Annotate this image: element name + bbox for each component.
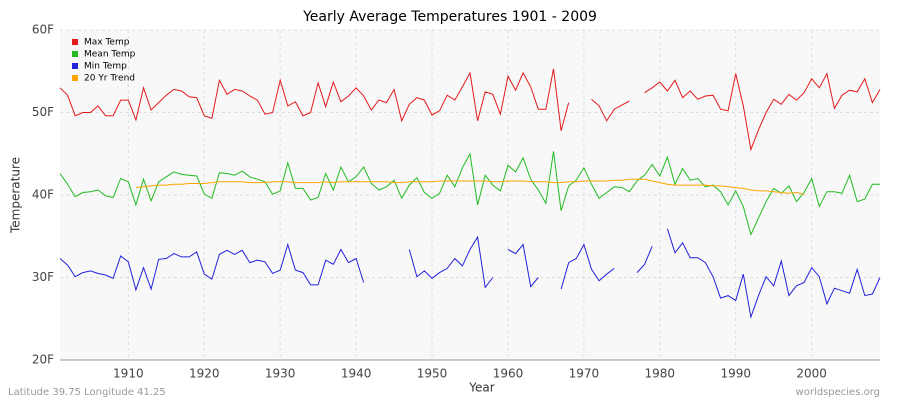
series-line xyxy=(135,178,805,195)
x-tick-label: 2000 xyxy=(796,367,827,381)
chart-title: Yearly Average Temperatures 1901 - 2009 xyxy=(302,9,597,25)
x-tick-label: 1930 xyxy=(265,367,296,381)
footer-right: worldspecies.org xyxy=(796,387,880,398)
y-tick-label: 20F xyxy=(32,353,54,367)
series-line xyxy=(59,68,881,152)
x-axis-label: Year xyxy=(468,381,494,395)
x-tick-label: 1920 xyxy=(189,367,220,381)
x-tick-label: 1910 xyxy=(113,367,144,381)
legend-swatch xyxy=(72,75,78,81)
series-line xyxy=(59,151,880,237)
legend-label: Mean Temp xyxy=(84,50,136,60)
x-tick-label: 1970 xyxy=(569,367,600,381)
y-tick-label: 50F xyxy=(32,105,54,119)
x-tick-label: 1980 xyxy=(645,367,676,381)
x-tick-label: 1990 xyxy=(720,367,751,381)
legend-swatch xyxy=(72,51,78,57)
legend-label: Max Temp xyxy=(84,38,130,48)
legend-label: 20 Yr Trend xyxy=(84,74,135,84)
y-axis-label: Temperature xyxy=(9,157,23,234)
footer-left: Latitude 39.75 Longitude 41.25 xyxy=(8,387,166,398)
legend-label: Min Temp xyxy=(84,62,127,72)
series-line xyxy=(59,228,881,320)
legend-swatch xyxy=(72,39,78,45)
legend-swatch xyxy=(72,63,78,69)
x-tick-label: 1940 xyxy=(341,367,372,381)
y-tick-label: 60F xyxy=(32,23,54,37)
x-tick-label: 1950 xyxy=(417,367,448,381)
y-tick-label: 40F xyxy=(32,188,54,202)
x-tick-label: 1960 xyxy=(493,367,524,381)
y-tick-label: 30F xyxy=(32,270,54,284)
